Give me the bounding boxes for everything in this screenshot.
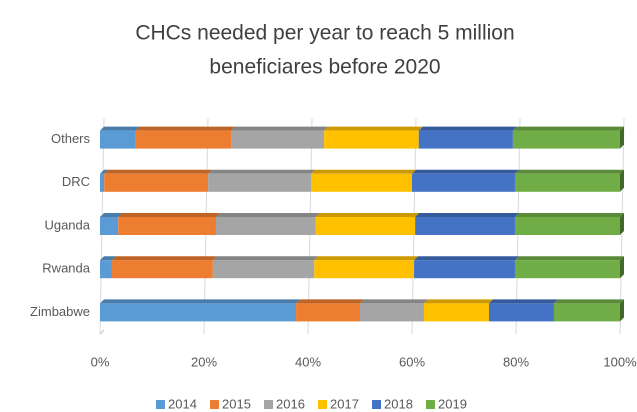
legend-label: 2019 (438, 396, 467, 411)
bar (415, 217, 515, 235)
bar (514, 260, 620, 279)
bar-side (620, 169, 624, 192)
chart-title: CHCs needed per year to reach 5 million (135, 22, 514, 45)
bar-top (414, 256, 519, 261)
bar (100, 217, 119, 235)
bar (514, 173, 620, 192)
bar-top (314, 256, 419, 261)
legend-label: 2015 (222, 396, 251, 411)
bar (418, 130, 513, 149)
y-tick-label: DRC (62, 174, 90, 189)
bar (412, 173, 515, 192)
legend-swatch (264, 400, 273, 409)
bar-top (111, 256, 217, 261)
legend-swatch (210, 400, 219, 409)
bar-top (100, 126, 140, 131)
bar-top (553, 299, 624, 304)
bar-top (488, 299, 558, 304)
bar (208, 173, 312, 192)
bar-top (104, 169, 213, 174)
bar-top (324, 126, 423, 131)
bar (423, 303, 489, 322)
bar-top (412, 169, 519, 174)
y-tick-label: Uganda (44, 217, 90, 232)
bar-top (315, 213, 420, 217)
bar (231, 130, 325, 149)
bar-top (100, 256, 116, 261)
legend-label: 2018 (384, 396, 413, 411)
bar-side (620, 126, 624, 149)
bar (104, 173, 209, 192)
y-tick-label: Zimbabwe (30, 304, 90, 319)
bar (100, 130, 136, 149)
bar-top (415, 213, 519, 217)
bar (324, 130, 419, 149)
bar (315, 217, 416, 235)
bar (311, 173, 412, 192)
bar-top (212, 256, 319, 261)
legend-swatch (318, 400, 327, 409)
bar-top (360, 299, 428, 304)
bar (118, 217, 216, 235)
bar (111, 260, 213, 279)
bar (215, 217, 316, 235)
bar (514, 217, 620, 235)
bar-side (620, 299, 624, 322)
bar (100, 173, 105, 192)
bar-side (620, 256, 624, 279)
bar-top (423, 299, 493, 304)
bar (488, 303, 554, 322)
legend-swatch (426, 400, 435, 409)
bar-top (231, 126, 329, 131)
y-tick-label: Rwanda (42, 261, 90, 276)
bar-top (100, 299, 301, 304)
bar (100, 260, 112, 279)
legend-label: 2014 (168, 396, 197, 411)
bar (100, 303, 297, 322)
x-tick-label: 60% (399, 354, 425, 369)
y-tick-label: Others (51, 131, 91, 146)
bar-top (311, 169, 416, 174)
bar-side (620, 213, 624, 235)
bar (414, 260, 515, 279)
bar-top (118, 213, 220, 217)
bar (512, 130, 620, 149)
bar (360, 303, 424, 322)
x-tick-label: 100% (603, 354, 637, 369)
x-tick-label: 0% (91, 354, 110, 369)
bar (314, 260, 415, 279)
legend-label: 2017 (330, 396, 359, 411)
x-tick-label: 20% (191, 354, 217, 369)
bar-top (514, 213, 624, 217)
x-tick-label: 40% (295, 354, 321, 369)
bar-top (100, 169, 109, 174)
legend-label: 2016 (276, 396, 305, 411)
chart-title: beneficiares before 2020 (209, 56, 440, 79)
axis-line (99, 329, 105, 335)
bar-top (208, 169, 316, 174)
x-tick-label: 80% (503, 354, 529, 369)
bar (553, 303, 620, 322)
bar (212, 260, 315, 279)
bar-top (514, 256, 624, 261)
bar-top (215, 213, 320, 217)
bar-top (512, 126, 624, 131)
bar (296, 303, 360, 322)
bar (135, 130, 232, 149)
legend-swatch (372, 400, 381, 409)
bar-top (100, 213, 123, 217)
bar-top (418, 126, 517, 131)
legend-swatch (156, 400, 165, 409)
bar-top (296, 299, 364, 304)
bar-top (514, 169, 624, 174)
bar-top (135, 126, 236, 131)
